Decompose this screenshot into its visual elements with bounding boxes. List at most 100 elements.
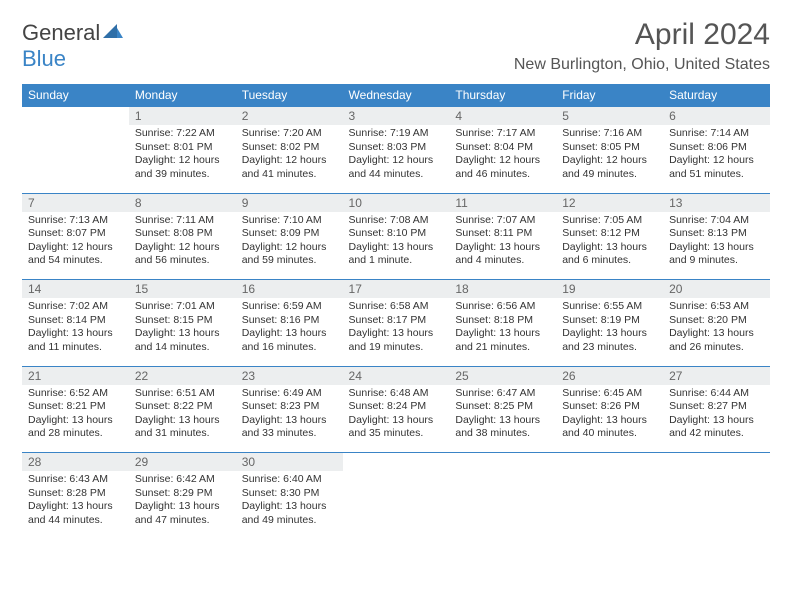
daylight-text: Daylight: 13 hours and 21 minutes. (455, 327, 550, 354)
day-number-cell: 26 (556, 366, 663, 385)
daylight-text: Daylight: 12 hours and 39 minutes. (135, 154, 230, 181)
calendar-table: SundayMondayTuesdayWednesdayThursdayFrid… (22, 84, 770, 539)
day-content-cell: Sunrise: 7:11 AMSunset: 8:08 PMDaylight:… (129, 212, 236, 280)
calendar-head: SundayMondayTuesdayWednesdayThursdayFrid… (22, 84, 770, 107)
sunrise-text: Sunrise: 7:08 AM (349, 214, 444, 228)
day-number-cell (663, 453, 770, 472)
sunset-text: Sunset: 8:17 PM (349, 314, 444, 328)
day-content-cell: Sunrise: 7:02 AMSunset: 8:14 PMDaylight:… (22, 298, 129, 366)
day-number-cell: 11 (449, 193, 556, 212)
day-number-cell: 8 (129, 193, 236, 212)
sunrise-text: Sunrise: 6:42 AM (135, 473, 230, 487)
sunset-text: Sunset: 8:26 PM (562, 400, 657, 414)
sunset-text: Sunset: 8:03 PM (349, 141, 444, 155)
sunrise-text: Sunrise: 6:48 AM (349, 387, 444, 401)
day-content-row: Sunrise: 6:43 AMSunset: 8:28 PMDaylight:… (22, 471, 770, 539)
day-content-cell: Sunrise: 6:42 AMSunset: 8:29 PMDaylight:… (129, 471, 236, 539)
day-content-cell: Sunrise: 7:17 AMSunset: 8:04 PMDaylight:… (449, 125, 556, 193)
day-header: Thursday (449, 84, 556, 107)
day-number-cell: 29 (129, 453, 236, 472)
sunrise-text: Sunrise: 7:10 AM (242, 214, 337, 228)
sunrise-text: Sunrise: 7:11 AM (135, 214, 230, 228)
day-content-cell: Sunrise: 6:56 AMSunset: 8:18 PMDaylight:… (449, 298, 556, 366)
logo: GeneralBlue (22, 20, 123, 72)
daylight-text: Daylight: 13 hours and 14 minutes. (135, 327, 230, 354)
sunset-text: Sunset: 8:04 PM (455, 141, 550, 155)
day-number-cell: 6 (663, 107, 770, 126)
day-header: Sunday (22, 84, 129, 107)
sunset-text: Sunset: 8:15 PM (135, 314, 230, 328)
day-content-cell: Sunrise: 6:48 AMSunset: 8:24 PMDaylight:… (343, 385, 450, 453)
daylight-text: Daylight: 13 hours and 9 minutes. (669, 241, 764, 268)
day-number-cell: 16 (236, 280, 343, 299)
daylight-text: Daylight: 13 hours and 44 minutes. (28, 500, 123, 527)
day-content-cell: Sunrise: 6:40 AMSunset: 8:30 PMDaylight:… (236, 471, 343, 539)
daylight-text: Daylight: 12 hours and 54 minutes. (28, 241, 123, 268)
day-number-cell: 24 (343, 366, 450, 385)
day-number-cell: 27 (663, 366, 770, 385)
day-number-cell (449, 453, 556, 472)
day-content-cell: Sunrise: 7:13 AMSunset: 8:07 PMDaylight:… (22, 212, 129, 280)
day-number-cell: 3 (343, 107, 450, 126)
sunset-text: Sunset: 8:18 PM (455, 314, 550, 328)
logo-icon (103, 20, 123, 45)
daylight-text: Daylight: 13 hours and 31 minutes. (135, 414, 230, 441)
daylight-text: Daylight: 12 hours and 41 minutes. (242, 154, 337, 181)
sunset-text: Sunset: 8:13 PM (669, 227, 764, 241)
day-content-cell: Sunrise: 7:07 AMSunset: 8:11 PMDaylight:… (449, 212, 556, 280)
daylight-text: Daylight: 12 hours and 49 minutes. (562, 154, 657, 181)
day-content-cell: Sunrise: 6:49 AMSunset: 8:23 PMDaylight:… (236, 385, 343, 453)
daylight-text: Daylight: 13 hours and 16 minutes. (242, 327, 337, 354)
location: New Burlington, Ohio, United States (514, 56, 770, 74)
day-content-cell: Sunrise: 7:05 AMSunset: 8:12 PMDaylight:… (556, 212, 663, 280)
day-content-cell: Sunrise: 6:58 AMSunset: 8:17 PMDaylight:… (343, 298, 450, 366)
daylight-text: Daylight: 13 hours and 38 minutes. (455, 414, 550, 441)
sunset-text: Sunset: 8:12 PM (562, 227, 657, 241)
daylight-text: Daylight: 13 hours and 42 minutes. (669, 414, 764, 441)
sunrise-text: Sunrise: 6:55 AM (562, 300, 657, 314)
sunrise-text: Sunrise: 7:13 AM (28, 214, 123, 228)
day-content-cell: Sunrise: 7:14 AMSunset: 8:06 PMDaylight:… (663, 125, 770, 193)
sunrise-text: Sunrise: 7:22 AM (135, 127, 230, 141)
daylight-text: Daylight: 13 hours and 35 minutes. (349, 414, 444, 441)
daylight-text: Daylight: 13 hours and 49 minutes. (242, 500, 337, 527)
sunset-text: Sunset: 8:25 PM (455, 400, 550, 414)
day-content-row: Sunrise: 7:13 AMSunset: 8:07 PMDaylight:… (22, 212, 770, 280)
sunset-text: Sunset: 8:16 PM (242, 314, 337, 328)
day-number-cell: 20 (663, 280, 770, 299)
sunset-text: Sunset: 8:07 PM (28, 227, 123, 241)
sunrise-text: Sunrise: 6:47 AM (455, 387, 550, 401)
day-content-cell: Sunrise: 6:55 AMSunset: 8:19 PMDaylight:… (556, 298, 663, 366)
sunset-text: Sunset: 8:01 PM (135, 141, 230, 155)
day-content-cell: Sunrise: 6:44 AMSunset: 8:27 PMDaylight:… (663, 385, 770, 453)
day-content-row: Sunrise: 7:22 AMSunset: 8:01 PMDaylight:… (22, 125, 770, 193)
sunrise-text: Sunrise: 6:49 AM (242, 387, 337, 401)
daylight-text: Daylight: 13 hours and 6 minutes. (562, 241, 657, 268)
day-number-cell: 7 (22, 193, 129, 212)
day-number-cell: 30 (236, 453, 343, 472)
day-number-cell: 12 (556, 193, 663, 212)
sunrise-text: Sunrise: 6:43 AM (28, 473, 123, 487)
day-content-cell: Sunrise: 7:16 AMSunset: 8:05 PMDaylight:… (556, 125, 663, 193)
day-content-cell (22, 125, 129, 193)
sunrise-text: Sunrise: 7:16 AM (562, 127, 657, 141)
day-content-cell: Sunrise: 6:59 AMSunset: 8:16 PMDaylight:… (236, 298, 343, 366)
sunrise-text: Sunrise: 7:14 AM (669, 127, 764, 141)
day-content-cell (556, 471, 663, 539)
sunset-text: Sunset: 8:11 PM (455, 227, 550, 241)
sunrise-text: Sunrise: 6:51 AM (135, 387, 230, 401)
daylight-text: Daylight: 12 hours and 46 minutes. (455, 154, 550, 181)
sunrise-text: Sunrise: 6:59 AM (242, 300, 337, 314)
day-header: Monday (129, 84, 236, 107)
day-content-cell: Sunrise: 6:47 AMSunset: 8:25 PMDaylight:… (449, 385, 556, 453)
sunrise-text: Sunrise: 6:56 AM (455, 300, 550, 314)
sunrise-text: Sunrise: 7:02 AM (28, 300, 123, 314)
sunrise-text: Sunrise: 7:01 AM (135, 300, 230, 314)
sunrise-text: Sunrise: 6:45 AM (562, 387, 657, 401)
day-number-row: 78910111213 (22, 193, 770, 212)
day-content-cell: Sunrise: 6:45 AMSunset: 8:26 PMDaylight:… (556, 385, 663, 453)
day-content-cell: Sunrise: 6:52 AMSunset: 8:21 PMDaylight:… (22, 385, 129, 453)
day-content-cell (449, 471, 556, 539)
day-number-cell: 25 (449, 366, 556, 385)
sunrise-text: Sunrise: 7:17 AM (455, 127, 550, 141)
